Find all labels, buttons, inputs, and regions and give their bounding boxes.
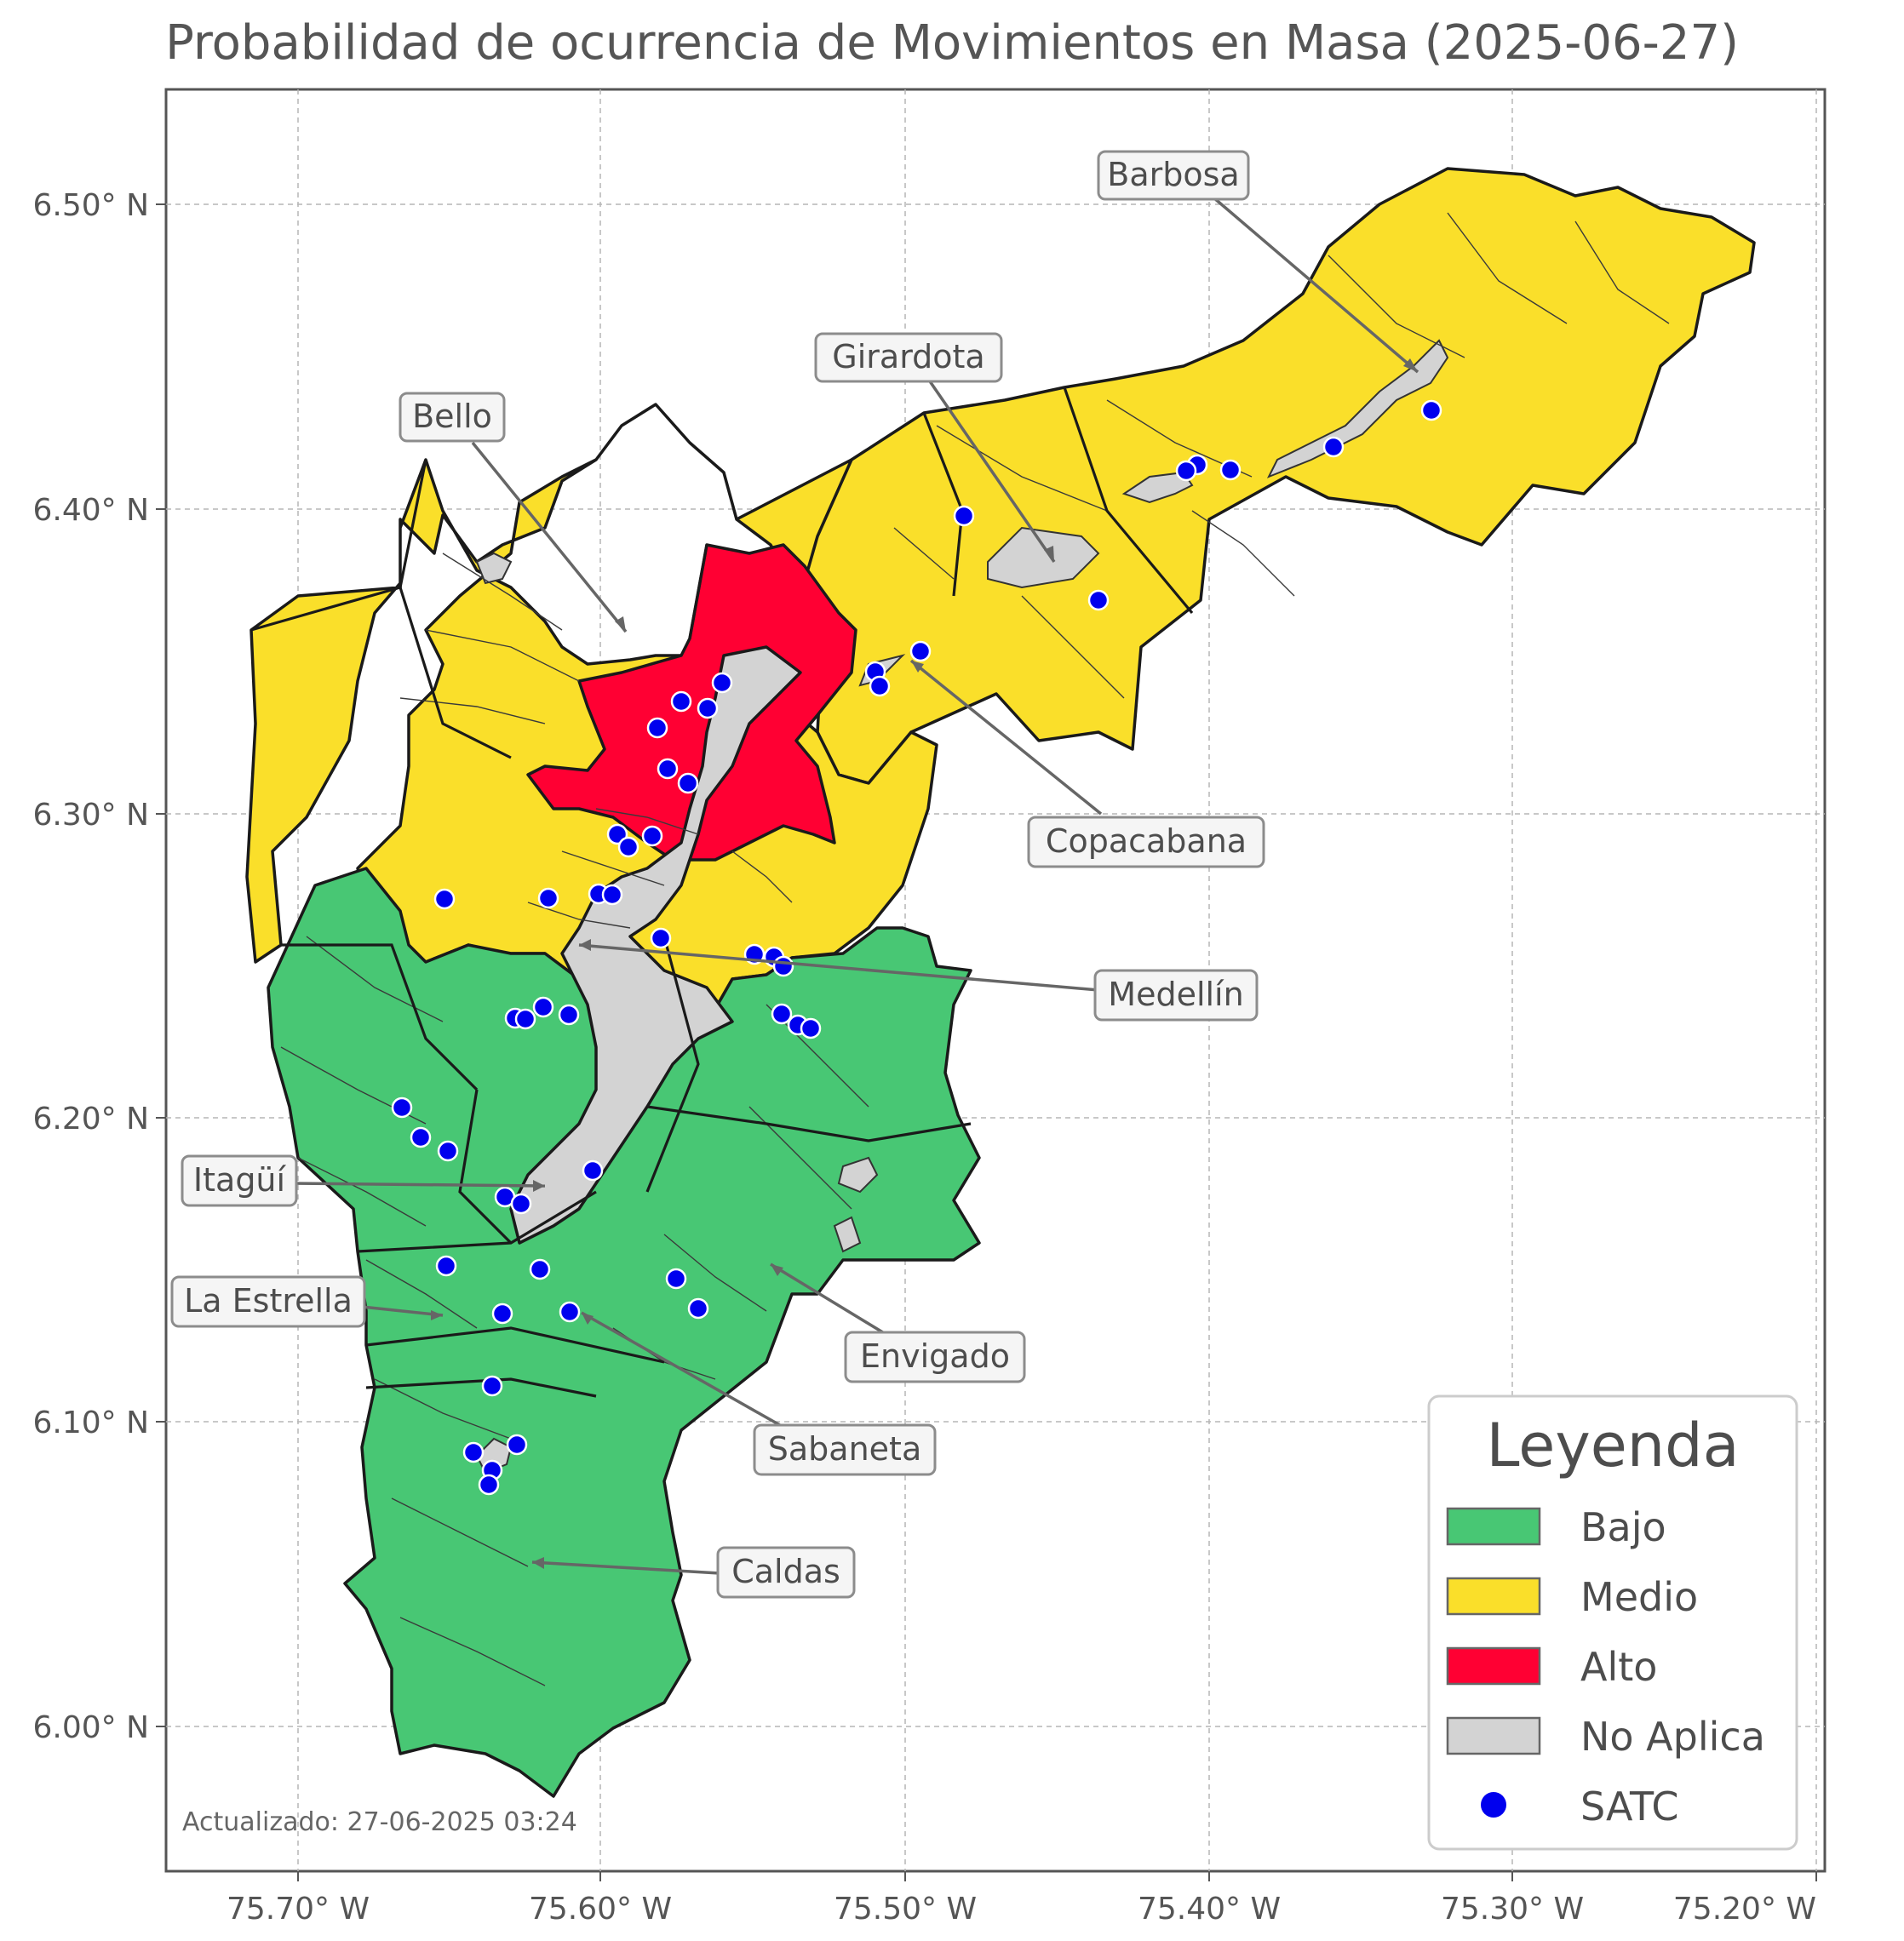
svg-text:La Estrella: La Estrella: [184, 1282, 353, 1320]
label-envigado: Envigado: [844, 1331, 1026, 1383]
label-caldas: Caldas: [716, 1546, 856, 1599]
label-itagui: Itagüí: [181, 1154, 298, 1207]
label-arrows: [289, 196, 1419, 1575]
x-tick-label: 75.30° W: [1441, 1892, 1584, 1927]
svg-text:Bajo: Bajo: [1580, 1504, 1666, 1550]
svg-text:Medellín: Medellín: [1108, 976, 1243, 1013]
municipality-boundaries: [250, 386, 1194, 1398]
legend-item-no-aplica: No Aplica: [1446, 1714, 1765, 1760]
y-tick-label: 6.30° N: [32, 798, 149, 833]
svg-text:Sabaneta: Sabaneta: [768, 1430, 921, 1468]
label-medellin: Medellín: [1093, 969, 1259, 1022]
svg-text:SATC: SATC: [1580, 1784, 1678, 1829]
region-alto: [526, 543, 857, 862]
neighbourhood-boundaries: [280, 212, 1670, 1686]
svg-text:Bello: Bello: [412, 398, 492, 435]
x-tick-label: 75.70° W: [227, 1892, 370, 1927]
svg-text:Envigado: Envigado: [860, 1337, 1010, 1375]
label-copacabana: Copacabana: [1027, 816, 1265, 868]
x-tick-label: 75.40° W: [1138, 1892, 1281, 1927]
label-girardota: Girardota: [814, 332, 1003, 383]
x-axis: 75.70° W 75.60° W 75.50° W 75.40° W 75.3…: [227, 1871, 1817, 1927]
svg-text:Girardota: Girardota: [832, 338, 984, 375]
y-tick-label: 6.50° N: [32, 188, 149, 223]
x-tick-label: 75.20° W: [1673, 1892, 1816, 1927]
svg-text:No Aplica: No Aplica: [1580, 1714, 1765, 1760]
svg-text:Itagüí: Itagüí: [193, 1161, 287, 1199]
y-tick-label: 6.10° N: [32, 1406, 149, 1440]
svg-text:Barbosa: Barbosa: [1107, 156, 1239, 193]
legend: Leyenda Bajo Medio Alto No Aplica SATC: [1427, 1394, 1798, 1851]
svg-text:Alto: Alto: [1580, 1644, 1657, 1690]
label-sabaneta: Sabaneta: [753, 1423, 937, 1476]
map-title: Probabilidad de ocurrencia de Movimiento…: [165, 15, 1739, 71]
label-barbosa: Barbosa: [1097, 150, 1250, 201]
svg-text:Caldas: Caldas: [731, 1553, 840, 1590]
legend-item-medio: Medio: [1446, 1574, 1698, 1620]
legend-item-satc: SATC: [1481, 1784, 1678, 1829]
y-tick-label: 6.20° N: [32, 1102, 149, 1137]
legend-item-alto: Alto: [1446, 1644, 1657, 1690]
x-tick-label: 75.60° W: [529, 1892, 672, 1927]
label-bello: Bello: [399, 392, 506, 443]
svg-text:Medio: Medio: [1580, 1574, 1698, 1620]
satc-stations: [391, 399, 1442, 1496]
label-la-estrella: La Estrella: [170, 1275, 366, 1328]
x-tick-label: 75.50° W: [834, 1892, 977, 1927]
legend-title: Leyenda: [1486, 1411, 1739, 1480]
y-axis: 6.50° N 6.40° N 6.30° N 6.20° N 6.10° N …: [32, 188, 166, 1745]
y-tick-label: 6.00° N: [32, 1710, 149, 1745]
y-tick-label: 6.40° N: [32, 493, 149, 528]
legend-item-bajo: Bajo: [1446, 1504, 1666, 1550]
svg-text:Copacabana: Copacabana: [1046, 822, 1247, 860]
updated-timestamp: Actualizado: 27-06-2025 03:24: [182, 1807, 577, 1837]
